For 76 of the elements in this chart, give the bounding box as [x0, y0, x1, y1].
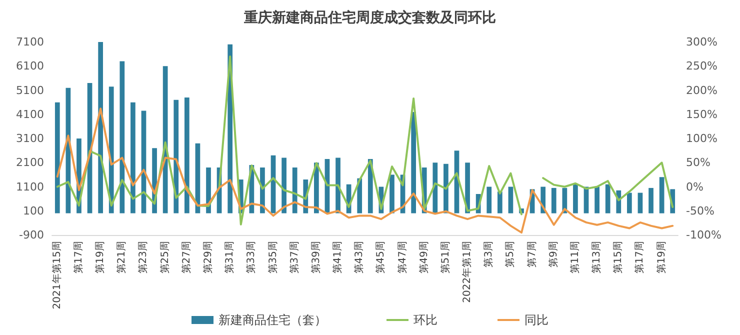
y-tick-label: -900 — [19, 228, 44, 242]
x-tick-label: 第51周 — [439, 241, 452, 274]
x-tick-label: 第7周 — [526, 241, 538, 268]
x-tick-label: 第21周 — [116, 241, 128, 274]
bar — [551, 188, 556, 214]
bar — [174, 100, 179, 214]
legend-label: 环比 — [414, 313, 438, 327]
x-tick-label: 第31周 — [224, 241, 236, 274]
y-tick-label: 100 — [23, 204, 44, 218]
bar — [465, 162, 470, 214]
bar — [497, 192, 502, 214]
bar — [120, 61, 125, 214]
bar — [162, 66, 168, 214]
x-tick-label: 第33周 — [245, 241, 258, 274]
y-tick-label: 3100 — [16, 132, 44, 145]
x-tick-label: 第37周 — [288, 241, 300, 274]
x-tick-label: 第3周 — [482, 241, 495, 268]
y2-tick-label: -50% — [686, 204, 714, 218]
bar — [282, 158, 286, 214]
bar — [508, 186, 514, 214]
x-tick-label: 第41周 — [332, 241, 344, 274]
x-tick-label: 第43周 — [353, 241, 366, 274]
y-tick-label: 4100 — [16, 108, 44, 121]
x-tick-label: 第13周 — [590, 241, 603, 274]
x-tick-label: 第47周 — [396, 241, 408, 274]
y-tick-label: 7100 — [16, 36, 44, 48]
bar — [594, 186, 600, 214]
y-tick-label: 6100 — [16, 60, 44, 73]
x-tick-label: 第15周 — [612, 241, 624, 274]
x-tick-label: 第27周 — [180, 241, 192, 274]
y-tick-label: 2100 — [16, 156, 44, 170]
y2-tick-label: 0% — [686, 180, 704, 194]
x-tick-label: 2021年第15周 — [50, 241, 63, 310]
bar — [627, 192, 632, 214]
bar — [638, 192, 643, 214]
y2-tick-label: 150% — [686, 108, 718, 121]
x-tick-label: 第11周 — [568, 241, 581, 274]
bar — [292, 167, 298, 214]
y2-tick-label: 50% — [686, 156, 710, 170]
x-tick-label: 第45周 — [374, 241, 387, 274]
bar — [336, 158, 340, 214]
bar — [98, 42, 103, 214]
bar — [54, 102, 60, 214]
bar — [486, 186, 492, 214]
y2-tick-label: 100% — [686, 132, 718, 145]
x-tick-label: 第17周 — [72, 241, 84, 274]
x-tick-label: 第25周 — [158, 241, 171, 274]
bar — [432, 162, 438, 214]
x-tick-label: 第49周 — [418, 241, 430, 274]
bar — [659, 177, 664, 214]
y2-tick-label: 200% — [686, 84, 718, 97]
x-tick-label: 第23周 — [137, 241, 150, 274]
bar — [605, 184, 610, 214]
x-tick-label: 第39周 — [310, 241, 322, 274]
y2-tick-label: 300% — [686, 36, 718, 48]
x-tick-label: 第29周 — [202, 241, 214, 274]
y2-tick-label: 250% — [686, 60, 718, 73]
x-tick-label: 第19周 — [94, 241, 106, 274]
bar — [390, 174, 394, 214]
x-tick-label: 第9周 — [547, 241, 560, 268]
y-tick-label: 5100 — [16, 84, 44, 97]
x-tick-label: 第17周 — [634, 241, 646, 274]
y2-tick-label: -100% — [686, 228, 722, 242]
bar — [573, 184, 578, 214]
bar — [648, 188, 654, 214]
chart-title: 重庆新建商品住宅周度成交套数及同环比 — [243, 9, 496, 26]
bar — [130, 102, 136, 214]
bar — [184, 97, 190, 214]
legend-label: 同比 — [524, 313, 548, 327]
x-tick-label: 2022年第1周 — [461, 241, 474, 303]
line-series — [56, 108, 674, 234]
legend-label: 新建商品住宅（套） — [218, 313, 326, 327]
x-tick-label: 第5周 — [504, 241, 516, 268]
x-tick-label: 第19周 — [655, 241, 668, 274]
y-tick-label: 1100 — [16, 180, 44, 194]
x-tick-label: 第35周 — [266, 241, 279, 274]
